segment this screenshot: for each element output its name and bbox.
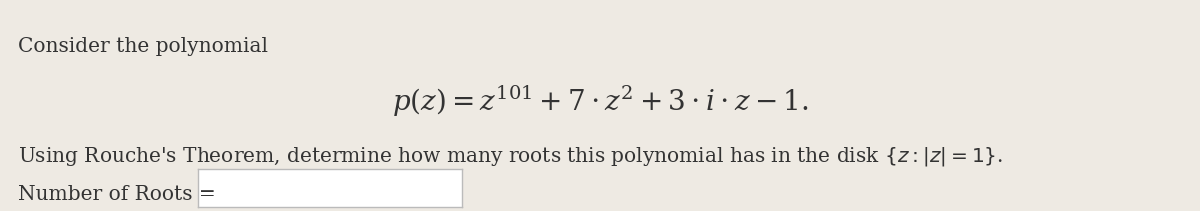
Text: Consider the polynomial: Consider the polynomial (18, 37, 268, 56)
Text: Using Rouche's Theorem, determine how many roots this polynomial has in the disk: Using Rouche's Theorem, determine how ma… (18, 145, 1003, 168)
Text: Number of Roots =: Number of Roots = (18, 185, 216, 204)
Text: $p(z) = z^{101} + 7 \cdot z^2 + 3 \cdot i \cdot z - 1.$: $p(z) = z^{101} + 7 \cdot z^2 + 3 \cdot … (391, 84, 809, 119)
